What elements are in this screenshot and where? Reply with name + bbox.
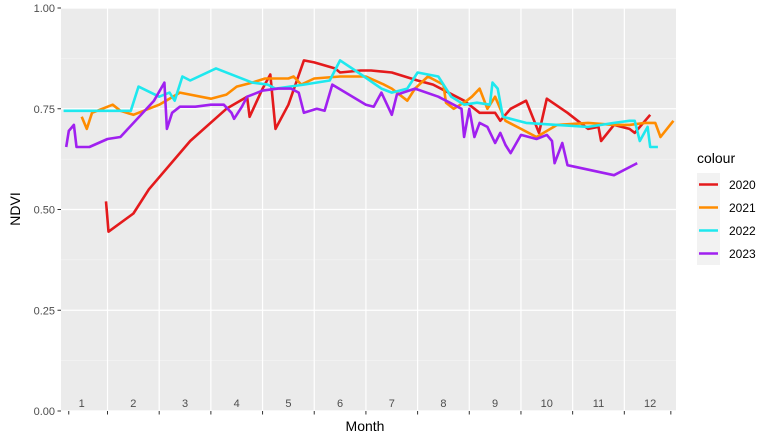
x-tick-label: 2: [130, 398, 136, 410]
x-tick-label: 6: [337, 398, 343, 410]
y-axis-tick-labels: 0.00 0.25 0.50 0.75 1.00: [34, 3, 55, 418]
y-axis-ticks: [57, 7, 61, 412]
legend-label-2022: 2022: [729, 224, 756, 238]
x-tick-label: 9: [492, 398, 498, 410]
major-y-gridlines: [61, 7, 676, 412]
x-tick-label: 10: [541, 398, 553, 410]
y-tick-label: 0.00: [34, 406, 55, 418]
minor-y-gridlines: [61, 58, 676, 361]
x-tick-label: 12: [644, 398, 656, 410]
x-axis-ticks: [68, 411, 672, 415]
series-line-2022: [63, 59, 658, 149]
y-tick-label: 0.25: [34, 305, 55, 317]
x-tick-label: 3: [182, 398, 188, 410]
major-x-gridlines: [106, 8, 625, 411]
y-axis-title: NDVI: [7, 192, 23, 225]
x-axis-tick-labels: 1 2 3 4 5 6 7 8 9 10 11 12: [79, 398, 657, 410]
x-tick-label: 1: [79, 398, 85, 410]
legend-label-2023: 2023: [729, 247, 756, 261]
series-line-2023: [64, 81, 638, 177]
x-tick-label: 11: [593, 398, 604, 410]
y-tick-label: 0.50: [34, 205, 55, 217]
x-tick-label: 5: [285, 398, 291, 410]
y-tick-label: 0.75: [34, 104, 55, 116]
legend-title: colour: [697, 150, 735, 166]
legend: colour 2020 2021 2022 2023: [697, 150, 756, 265]
legend-label-2021: 2021: [729, 201, 756, 215]
x-tick-label: 7: [389, 398, 395, 410]
x-tick-label: 8: [440, 398, 446, 410]
legend-label-2020: 2020: [729, 178, 756, 192]
x-axis-title: Month: [346, 418, 385, 434]
series-lines: [63, 59, 675, 233]
y-tick-label: 1.00: [34, 3, 55, 15]
x-tick-label: 4: [234, 398, 240, 410]
legend-items: 2020 2021 2022 2023: [697, 173, 756, 265]
